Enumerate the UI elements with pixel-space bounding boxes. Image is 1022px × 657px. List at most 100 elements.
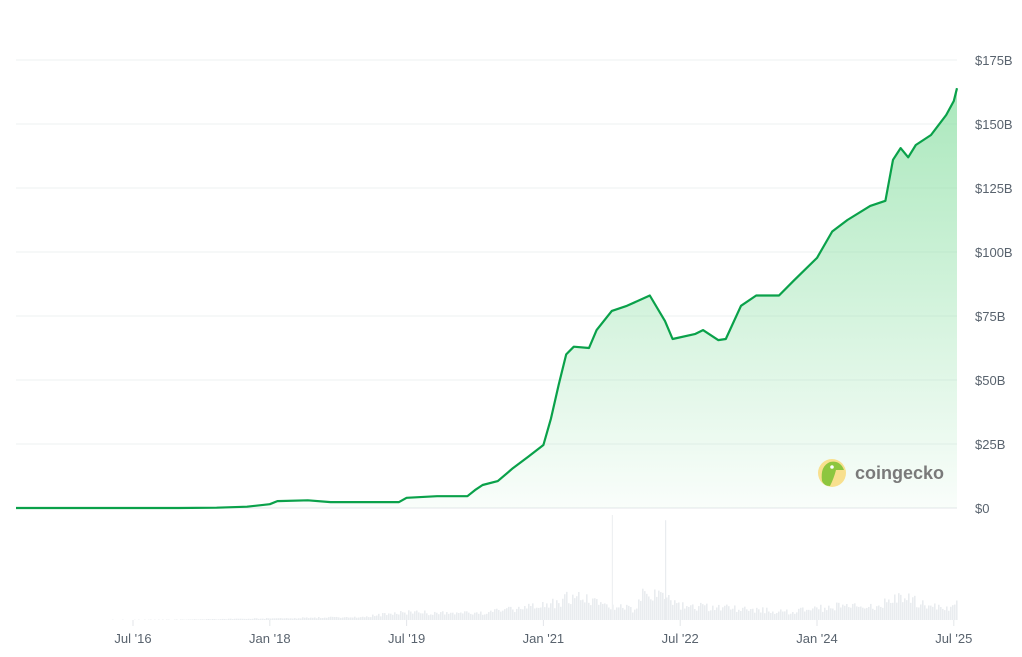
gecko-eye [830,465,834,469]
volume-bar [790,613,792,620]
volume-bar [504,609,506,620]
volume-bar [944,610,946,620]
volume-bar [436,612,438,620]
volume-bar [280,618,282,620]
volume-bar [688,606,690,620]
y-tick-label: $0 [975,501,989,516]
volume-bar [402,612,404,620]
volume-bar [206,619,208,620]
gecko-head-shape [821,461,844,486]
volume-bar [650,599,652,620]
volume-bar [252,618,254,620]
volume-bar [754,612,756,620]
volume-bar [180,619,182,620]
volume-bar [624,609,626,620]
volume-bar [312,617,314,620]
volume-bar [820,604,822,620]
volume-bar [802,607,804,620]
volume-bar [368,617,370,620]
volume-bar [570,604,572,620]
volume-bar [752,608,754,620]
volume-bar [208,618,210,620]
volume-bar [598,604,600,620]
volume-bar [824,607,826,620]
volume-bar [266,617,268,620]
volume-bar [770,613,772,620]
volume-bar [490,610,492,620]
volume-bar [900,594,902,620]
volume-bar [360,617,362,620]
volume-bar [806,609,808,620]
volume-bar [534,608,536,620]
volume-bar [862,607,864,620]
volume-bar [246,618,248,620]
volume-bar [234,618,236,620]
volume-bar [828,605,830,620]
volume-bar [844,605,846,620]
volume-bar [948,610,950,620]
volume-bar [594,598,596,620]
volume-bar [856,606,858,620]
volume-bar [398,614,400,620]
volume-bar [426,613,428,620]
volume-bar [268,618,270,620]
volume-bar [718,604,720,620]
x-tick-label: Jul '25 [935,631,972,646]
volume-bar [236,618,238,620]
volume-bar [472,614,474,620]
volume-bar [952,605,954,620]
volume-bar [514,612,516,620]
volume-bar [778,611,780,620]
volume-bar [212,618,214,620]
volume-bar [196,619,198,620]
volume-bar [878,605,880,620]
volume-bar [202,619,204,620]
volume-bar [510,606,512,620]
volume-bar [604,603,606,620]
volume-bar [524,606,526,620]
volume-bar [374,616,376,620]
volume-bar [726,604,728,620]
volume-bar [666,597,668,620]
volume-bar [694,609,696,620]
volume-bar [680,609,682,620]
volume-bar [568,603,570,620]
volume-bar [452,612,454,620]
volume-bar [316,618,318,620]
volume-bar [384,613,386,620]
x-tick-label: Jul '16 [114,631,151,646]
volume-bar [482,614,484,620]
volume-bar [608,607,610,620]
volume-bar [822,611,824,620]
volume-bar [332,616,334,620]
y-tick-label: $25B [975,437,1005,452]
volume-bar [228,618,230,620]
volume-bar [298,618,300,620]
volume-bar [816,607,818,620]
volume-bar [418,612,420,620]
volume-bar [934,603,936,620]
watermark-text: coingecko [855,463,944,483]
volume-bar [630,607,632,620]
volume-bar [792,612,794,620]
volume-bar [192,619,194,620]
volume-bar [720,610,722,620]
volume-bar [466,611,468,620]
volume-bar [334,616,336,620]
y-tick-label: $150B [975,117,1013,132]
volume-bar [292,618,294,620]
volume-bar [230,618,232,620]
volume-bar [674,600,676,620]
volume-bar [796,612,798,620]
volume-bar [588,602,590,620]
volume-bar [478,613,480,620]
volume-bar [380,616,382,620]
volume-bar [836,602,838,620]
gridlines [16,59,957,509]
volume-bar [950,606,952,620]
volume-bar [258,618,260,620]
volume-bar [294,618,296,620]
volume-bar [468,612,470,620]
volume-bar [918,607,920,620]
x-tick-label: Jan '18 [249,631,291,646]
